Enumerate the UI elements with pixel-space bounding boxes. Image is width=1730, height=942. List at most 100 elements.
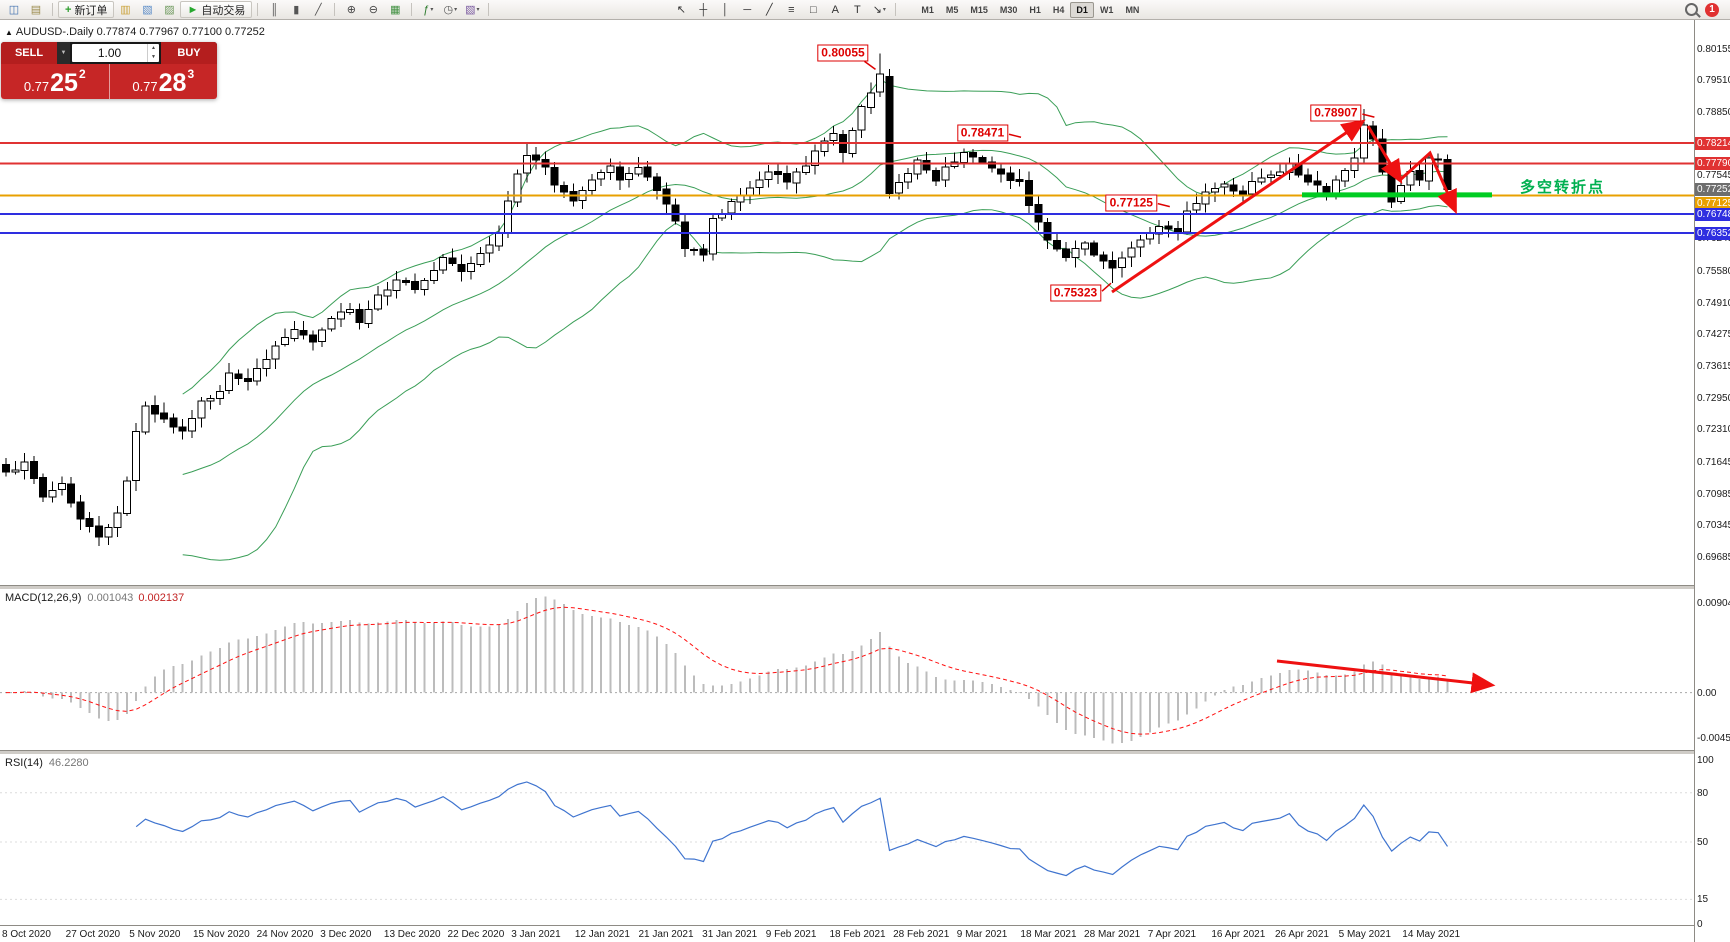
new-chart-icon[interactable]: ◫ [8, 3, 20, 16]
line-chart-icon[interactable]: ╱ [315, 3, 322, 16]
price-tick: 0.80155 [1697, 43, 1730, 55]
fibonacci-icon[interactable]: ≡ [788, 3, 795, 16]
volume-field[interactable]: 1.00 ▲ ▼ [72, 44, 159, 62]
buy-button[interactable]: BUY [161, 42, 217, 64]
panel-separator[interactable] [0, 585, 1730, 589]
rsi-axis-tick: 15 [1697, 894, 1709, 906]
ohlc-text: AUDUSD-.Daily 0.77874 0.77967 0.77100 0.… [15, 26, 265, 38]
timeframe-d1-button[interactable]: D1 [1070, 1, 1094, 18]
trade-panel-header: SELL ▼ 1.00 ▲ ▼ BUY [1, 42, 217, 64]
macd-axis-tick: 0.009046 [1697, 598, 1730, 609]
volume-up-icon[interactable]: ▲ [151, 45, 156, 51]
date-label: 28 Mar 2021 [1084, 929, 1141, 940]
rsi-panel[interactable]: RSI(14) 46.2280 [0, 754, 1694, 925]
rsi-axis-tick: 80 [1697, 787, 1709, 799]
toolbar-separator [895, 3, 897, 16]
date-label: 13 Dec 2020 [383, 929, 441, 940]
new-order-button-label: 新订单 [74, 4, 108, 17]
price-tick: 0.73615 [1697, 361, 1730, 373]
timeframe-m15-button[interactable]: M15 [964, 2, 994, 18]
sell-button[interactable]: SELL [1, 42, 57, 64]
templates-icon-caret: ▾ [476, 7, 480, 13]
text-label-icon[interactable]: T [853, 3, 861, 16]
crosshair-icon[interactable]: ┼ [699, 3, 708, 16]
arrows-icon[interactable]: ↘ ▾ [872, 3, 886, 16]
date-label: 9 Mar 2021 [956, 929, 1008, 940]
price-annotation[interactable]: 0.75323 [1049, 284, 1102, 302]
timeframe-m30-button[interactable]: M30 [994, 2, 1024, 18]
date-label: 9 Feb 2021 [765, 929, 817, 940]
current-price-label: 0.77252 [1695, 183, 1730, 197]
price-chart-canvas[interactable] [0, 20, 1694, 585]
date-label: 3 Jan 2021 [511, 929, 561, 940]
price-tick: 0.70985 [1697, 488, 1730, 500]
panel-separator[interactable] [0, 750, 1730, 754]
timeframe-h4-button[interactable]: H4 [1047, 2, 1071, 18]
search-icon[interactable] [1685, 3, 1698, 16]
market-watch-icon[interactable]: ▥ [120, 3, 131, 16]
timeframe-h1-button[interactable]: H1 [1023, 2, 1047, 18]
order-options-dropdown[interactable]: ▼ [57, 42, 70, 64]
data-window-icon[interactable]: ▧ [142, 3, 153, 16]
rsi-axis-tick: 0 [1697, 919, 1703, 930]
price-axis[interactable]: 0.801550.795100.788500.775450.768830.762… [1694, 20, 1730, 942]
timeframe-m1-button[interactable]: M1 [915, 2, 940, 18]
price-annotation[interactable]: 0.77125 [1105, 194, 1157, 212]
timeframe-mn-button[interactable]: MN [1119, 2, 1145, 18]
price-tick: 0.74910 [1697, 298, 1730, 310]
timeframe-m5-button[interactable]: M5 [940, 2, 965, 18]
buy-price[interactable]: 0.77 28 3 [108, 64, 217, 99]
autotrade-button[interactable]: ► 自动交易 [180, 1, 253, 18]
cursor-icon[interactable]: ↖ [676, 3, 686, 16]
price-annotation[interactable]: 0.78471 [956, 124, 1009, 142]
date-label: 14 May 2021 [1402, 929, 1461, 940]
price-tick: 0.72950 [1697, 393, 1730, 405]
buy-price-main: 0.77 [132, 79, 158, 94]
periods-icon-caret: ▾ [454, 7, 458, 13]
price-annotation[interactable]: 0.78907 [1310, 104, 1362, 122]
rsi-axis-tick: 50 [1697, 837, 1709, 848]
periods-icon[interactable]: ◷ ▾ [443, 3, 458, 16]
vertical-line-icon[interactable]: │ [721, 3, 729, 16]
date-label: 18 Feb 2021 [829, 929, 886, 940]
rsi-axis-tick: 100 [1697, 755, 1714, 766]
sell-price[interactable]: 0.77 25 2 [1, 64, 109, 99]
macd-main-value: 0.001043 [87, 592, 134, 604]
notification-badge[interactable]: 1 [1705, 2, 1719, 17]
time-axis[interactable]: 8 Oct 2020 27 Oct 2020 5 Nov 2020 15 Nov 20… [0, 925, 1730, 942]
new-order-button[interactable]: + 新订单 [58, 1, 115, 18]
horizontal-line-icon[interactable]: ─ [743, 3, 752, 16]
macd-panel[interactable]: MACD(12,26,9) 0.001043 0.002137 [0, 589, 1694, 750]
price-annotation[interactable]: 0.80055 [817, 44, 869, 62]
tile-windows-icon[interactable]: ▦ [390, 3, 401, 16]
zoom-in-icon[interactable]: ⊕ [346, 3, 356, 16]
templates-icon[interactable]: ▧ ▾ [465, 3, 480, 16]
trade-panel-prices: 0.77 25 2 0.77 28 3 [1, 64, 217, 99]
volume-value[interactable]: 1.00 [97, 46, 122, 60]
candlestick-chart-icon[interactable]: ▮ [293, 3, 300, 16]
buy-price-sup: 3 [187, 67, 195, 81]
main-chart-panel[interactable]: ▲ AUDUSD-.Daily 0.77874 0.77967 0.77100 0… [0, 20, 1694, 585]
price-tick: 0.71645 [1697, 456, 1730, 468]
indicators-icon[interactable]: ƒ ▾ [423, 3, 434, 16]
volume-down-icon[interactable]: ▼ [151, 54, 156, 60]
navigator-icon[interactable]: ▨ [164, 3, 175, 16]
price-tick: 0.72310 [1697, 424, 1730, 436]
price-line-label: 0.78214 [1695, 136, 1730, 150]
trendline-icon[interactable]: ╱ [766, 3, 773, 16]
text-icon[interactable]: A [831, 3, 839, 16]
date-label: 8 Oct 2020 [2, 929, 51, 940]
shapes-icon[interactable]: □ [810, 3, 817, 16]
turning-point-note: 多空转折点 [1520, 179, 1606, 196]
rsi-canvas[interactable] [0, 754, 1694, 925]
volume-spinner[interactable]: ▲ ▼ [147, 44, 159, 62]
macd-canvas[interactable] [0, 589, 1694, 750]
date-label: 5 May 2021 [1338, 929, 1391, 940]
timeframe-w1-button[interactable]: W1 [1094, 2, 1120, 18]
bar-chart-icon[interactable]: ║ [270, 3, 279, 16]
zoom-out-icon[interactable]: ⊖ [368, 3, 378, 16]
profiles-icon[interactable]: ▤ [30, 3, 42, 16]
price-tick: 0.78850 [1697, 106, 1730, 118]
toolbar-group-drawing-tools: ↖ ┼ │ ─ ╱ ≡ □ A T ↘ ▾ [670, 0, 890, 19]
price-tick: 0.74275 [1697, 329, 1730, 341]
